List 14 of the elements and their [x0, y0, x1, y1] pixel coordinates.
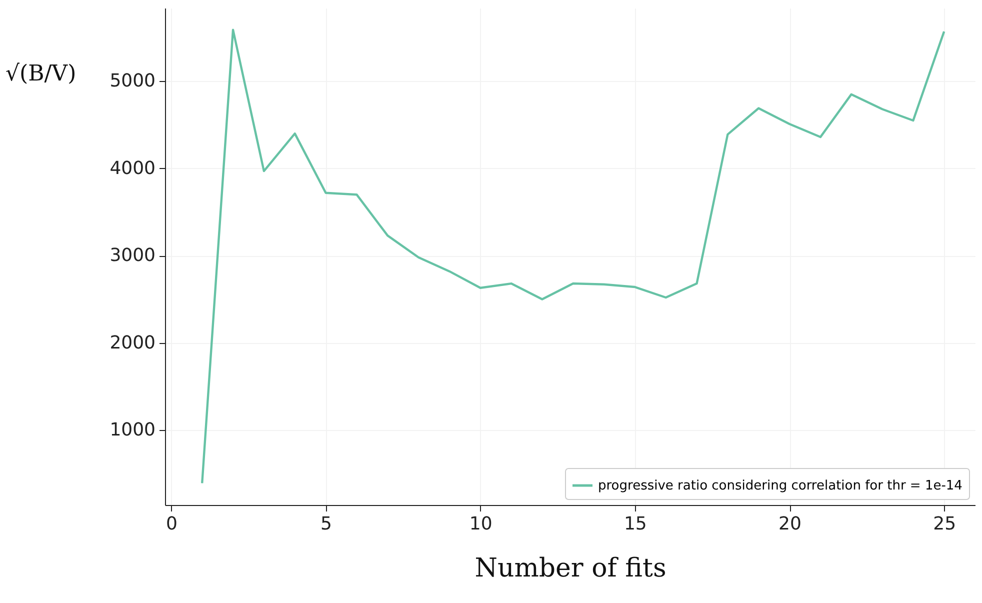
x-tick-label: 0 [166, 514, 178, 534]
y-tick-label: 2000 [110, 332, 156, 354]
y-tick-label: 3000 [110, 245, 156, 266]
y-tick-label: 4000 [110, 158, 156, 179]
y-tick-label: 1000 [110, 420, 156, 441]
x-tick-label: 10 [469, 514, 492, 534]
x-axis-title: Number of fits [474, 554, 666, 584]
y-tick-label: 5000 [110, 70, 156, 92]
x-tick-label: 20 [778, 514, 802, 534]
x-tick-label: 15 [624, 514, 647, 534]
y-axis-title: √(B/V) [6, 62, 76, 86]
legend-label: progressive ratio considering correlation for thr = 1e-14 [598, 478, 962, 494]
x-tick-label: 25 [933, 514, 956, 534]
x-tick-label: 5 [320, 514, 332, 534]
